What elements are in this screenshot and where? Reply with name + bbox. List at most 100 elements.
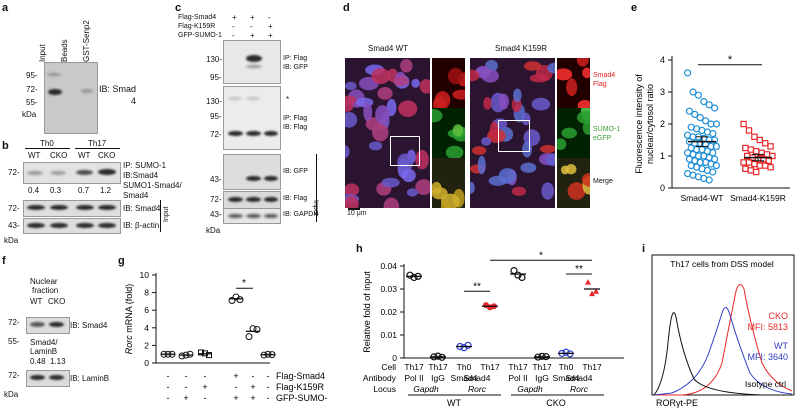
western-blot-c3 [223, 154, 281, 190]
cell-nucleus [345, 111, 358, 128]
x-axis-label: RORγt-PE [656, 398, 698, 408]
panel-label-f: f [2, 255, 6, 267]
condition-value: - [267, 393, 270, 403]
cell-nucleus [411, 78, 420, 88]
mw-marker: 72- [210, 130, 222, 139]
condition-value: - [268, 13, 271, 22]
cell-nucleus [511, 186, 527, 197]
cell-nucleus [581, 173, 590, 187]
ib-label: IB: Smad [99, 84, 137, 94]
antibody-label: Smad4 [464, 373, 491, 383]
cell-nucleus [398, 100, 418, 117]
plot-frame [651, 254, 795, 396]
condition-value: + [268, 31, 273, 40]
ib-label: IB: Smad4 [123, 204, 161, 213]
cell-nucleus [432, 181, 442, 195]
data-point [701, 117, 710, 125]
y-axis-label: Rorc mRNA (fold) [124, 284, 134, 355]
data-point [464, 341, 472, 349]
row-label: Antibody [363, 373, 397, 383]
mw-marker: 43- [210, 175, 222, 184]
microscopy-wt-merge [345, 58, 430, 208]
data-point [236, 296, 244, 304]
condition-label: Flag-K159R [178, 23, 216, 30]
lane-label: CKO [50, 151, 68, 160]
ib-label: 4 [131, 96, 137, 106]
lane-label: Input [38, 44, 47, 62]
mw-marker: 130- [206, 55, 223, 64]
cell-nucleus [445, 145, 464, 158]
significance-star: ** [575, 264, 583, 275]
mw-marker: 43- [8, 221, 20, 230]
cell-nucleus [470, 181, 475, 194]
kda-label: kDa [22, 110, 37, 119]
data-point [705, 176, 713, 184]
microscopy-k159r-red [557, 58, 590, 108]
mw-marker: 72- [26, 85, 38, 94]
lane-label: CKO [48, 297, 66, 306]
significance-star: * [539, 250, 543, 261]
cell-nucleus [541, 182, 555, 200]
cell-nucleus [545, 153, 555, 166]
cell-nucleus [345, 145, 350, 159]
cell-label: Th17 [480, 362, 500, 372]
y-axis-label: Fluorescence intensity of [634, 74, 644, 174]
y-tick-label: 0 [392, 353, 397, 363]
western-blot-b-smad4 [23, 200, 121, 217]
cell-nucleus [377, 86, 393, 100]
cell-nucleus [401, 168, 416, 183]
locus-label: Gapdh [517, 384, 543, 394]
input-label: Input [312, 200, 319, 216]
cell-nucleus [576, 110, 590, 124]
ratio-label: SUMO1-Smad4/ [123, 181, 182, 190]
cell-nucleus [447, 67, 464, 85]
data-point [593, 288, 599, 294]
condition-value: - [185, 371, 188, 381]
panel-label-e: e [631, 2, 638, 14]
cell-nucleus [513, 88, 522, 103]
condition-label: GFP-SUMO-1 [276, 393, 328, 403]
image-title-mut: Smad4 K159R [495, 44, 548, 53]
antibody-label: IgG [535, 373, 549, 383]
data-point [562, 348, 570, 356]
kda-label: kDa [4, 390, 19, 399]
data-point [694, 152, 703, 160]
cell-nucleus [363, 102, 373, 122]
western-blot-a [44, 62, 98, 134]
mw-marker: 72- [8, 318, 20, 327]
data-point [198, 349, 204, 356]
y-tick-label: 0.03 [380, 284, 397, 294]
group-label: Th0 [40, 139, 54, 148]
cell-nucleus [345, 195, 359, 208]
antibody-label: Pol II [404, 373, 423, 383]
data-point [740, 159, 747, 166]
panel-label-d: d [343, 2, 350, 14]
ib-label: IB: LaminB [70, 374, 110, 383]
data-point [245, 333, 253, 341]
mw-marker: 43- [210, 210, 222, 219]
cell-nucleus [582, 120, 590, 135]
data-point [585, 279, 591, 285]
x-category-label: Smad4-K159R [730, 193, 786, 203]
antibody-label: Pol II [508, 373, 527, 383]
data-point [705, 101, 713, 109]
condition-label: Flag-Smad4 [178, 14, 217, 21]
cell-nucleus [419, 79, 430, 94]
condition-value: + [250, 382, 255, 392]
input-label: Input [163, 206, 170, 222]
cell-nucleus [415, 179, 430, 195]
condition-value: - [267, 382, 270, 392]
data-point [696, 158, 704, 167]
legend-green: SUMO-1 [593, 126, 621, 133]
condition-value: - [167, 382, 170, 392]
cell-nucleus [375, 105, 390, 125]
cell-nucleus [489, 121, 499, 139]
legend-label: CKO [768, 311, 788, 321]
ip-label: IP: Flag [283, 115, 308, 122]
zoom-box [390, 136, 420, 166]
ratio-value: 0.7 [78, 186, 90, 195]
cell-nucleus [577, 99, 590, 108]
condition-value: - [235, 382, 238, 392]
cell-nucleus [440, 198, 451, 208]
